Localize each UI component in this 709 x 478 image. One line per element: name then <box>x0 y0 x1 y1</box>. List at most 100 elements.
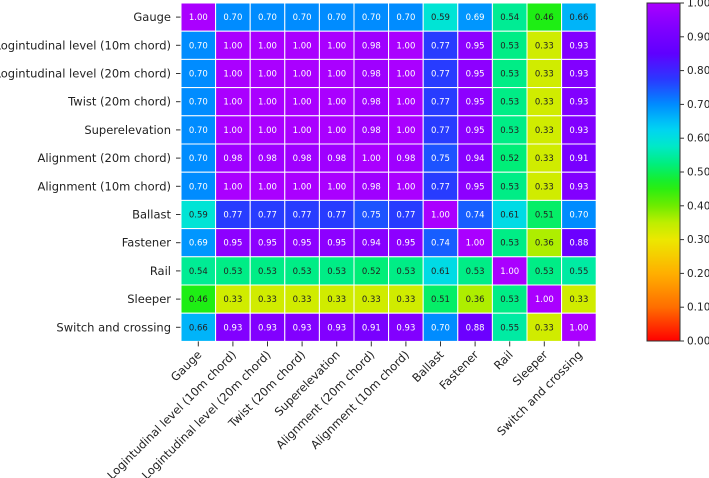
cell-value-label: 0.95 <box>466 126 485 136</box>
heatmap-cell <box>249 228 286 258</box>
colorbar-tick-label: 0.30 <box>687 234 709 246</box>
heatmap-cell <box>318 30 355 60</box>
cell-value-label: 0.53 <box>396 267 415 277</box>
cell-value-label: 0.77 <box>431 70 450 80</box>
cell-value-label: 0.69 <box>189 239 208 249</box>
cell-value-label: 0.53 <box>327 267 346 277</box>
cell-value-label: 0.77 <box>223 211 242 221</box>
cell-value-label: 0.91 <box>569 154 588 164</box>
heatmap-cell <box>457 228 493 258</box>
heatmap-cell <box>457 58 493 89</box>
cell-value-label: 1.00 <box>396 126 415 136</box>
cell-value-label: 0.93 <box>569 70 588 80</box>
heatmap-cell <box>457 115 493 145</box>
heatmap-cell <box>526 58 563 89</box>
heatmap-cell <box>284 228 320 258</box>
heatmap-cell <box>249 58 286 89</box>
heatmap-cell <box>561 115 597 145</box>
row-label: Ballast <box>132 208 171 222</box>
cell-value-label: 1.00 <box>223 182 242 192</box>
cell-value-label: 0.70 <box>189 154 208 164</box>
cell-value-label: 1.00 <box>396 70 415 80</box>
cell-value-label: 0.70 <box>327 13 346 23</box>
cell-value-label: 0.93 <box>258 323 277 333</box>
cell-value-label: 0.51 <box>535 211 554 221</box>
cell-value-label: 0.70 <box>396 13 415 23</box>
cell-value-label: 0.93 <box>223 323 242 333</box>
cell-value-label: 1.00 <box>362 154 381 164</box>
heatmap-cell <box>318 256 355 286</box>
cell-value-label: 0.36 <box>466 295 485 305</box>
heatmap-cell <box>318 171 355 201</box>
heatmap-cell <box>318 312 355 342</box>
heatmap-cell <box>284 171 320 201</box>
heatmap-cell <box>561 284 597 314</box>
colorbar-tick-label: 0.70 <box>687 99 709 111</box>
heatmap-cell <box>526 228 563 258</box>
heatmap-cell <box>249 199 286 230</box>
cell-value-label: 0.70 <box>569 211 588 221</box>
cell-value-label: 0.88 <box>569 239 588 249</box>
cell-value-label: 1.00 <box>500 267 519 277</box>
heatmap-cell <box>180 87 217 117</box>
cell-value-label: 0.98 <box>223 154 242 164</box>
heatmap-cell <box>353 284 390 314</box>
cell-value-label: 1.00 <box>189 13 208 23</box>
cell-value-label: 0.53 <box>223 267 242 277</box>
colorbar-tick-label: 0.10 <box>687 302 709 314</box>
cell-value-label: 0.33 <box>223 295 242 305</box>
cell-value-label: 0.69 <box>466 13 485 23</box>
cell-value-label: 0.98 <box>362 182 381 192</box>
cell-value-label: 0.33 <box>258 295 277 305</box>
heatmap-cell <box>180 2 217 32</box>
cell-value-label: 1.00 <box>327 182 346 192</box>
cell-value-label: 1.00 <box>258 126 277 136</box>
colorbar-gradient <box>646 2 681 342</box>
cell-value-label: 1.00 <box>293 126 312 136</box>
cell-value-label: 0.93 <box>396 323 415 333</box>
heatmap-cell <box>457 171 493 201</box>
heatmap-cell <box>561 228 597 258</box>
cell-value-label: 0.75 <box>431 154 450 164</box>
heatmap-cell <box>561 199 597 230</box>
cell-value-label: 0.77 <box>396 211 415 221</box>
heatmap-cell <box>526 199 563 230</box>
heatmap-cell <box>284 312 320 342</box>
cell-value-label: 0.33 <box>535 323 554 333</box>
heatmap-cell <box>491 2 528 32</box>
cell-value-label: 0.95 <box>466 41 485 51</box>
cell-value-label: 0.70 <box>189 70 208 80</box>
heatmap-cell <box>422 312 459 342</box>
cell-value-label: 0.53 <box>500 41 519 51</box>
cell-value-label: 1.00 <box>258 182 277 192</box>
cell-value-label: 0.88 <box>466 323 485 333</box>
cell-value-label: 1.00 <box>223 70 242 80</box>
cell-value-label: 0.66 <box>569 13 588 23</box>
heatmap-cell <box>318 199 355 230</box>
heatmap-cell <box>215 256 251 286</box>
cell-value-label: 0.53 <box>500 70 519 80</box>
row-label: Alignment (20m chord) <box>37 151 171 165</box>
cell-value-label: 1.00 <box>327 41 346 51</box>
heatmap-cell <box>561 2 597 32</box>
heatmap-cell <box>180 284 217 314</box>
heatmap-cell <box>284 2 320 32</box>
cell-value-label: 0.70 <box>189 41 208 51</box>
cell-value-label: 0.36 <box>535 239 554 249</box>
cell-value-label: 0.95 <box>466 182 485 192</box>
cell-value-label: 0.55 <box>569 267 588 277</box>
cell-value-label: 0.95 <box>466 98 485 108</box>
cell-value-label: 1.00 <box>327 70 346 80</box>
column-label: Rail <box>491 348 516 373</box>
cell-value-label: 0.33 <box>362 295 381 305</box>
heatmap-cell <box>215 312 251 342</box>
heatmap-cell <box>491 87 528 117</box>
cell-value-label: 0.75 <box>362 211 381 221</box>
colorbar-tick-label: 0.50 <box>687 167 709 179</box>
heatmap-cell <box>457 256 493 286</box>
colorbar-tick-label: 0.90 <box>687 31 709 43</box>
cell-value-label: 0.53 <box>500 239 519 249</box>
heatmap-cell <box>526 115 563 145</box>
